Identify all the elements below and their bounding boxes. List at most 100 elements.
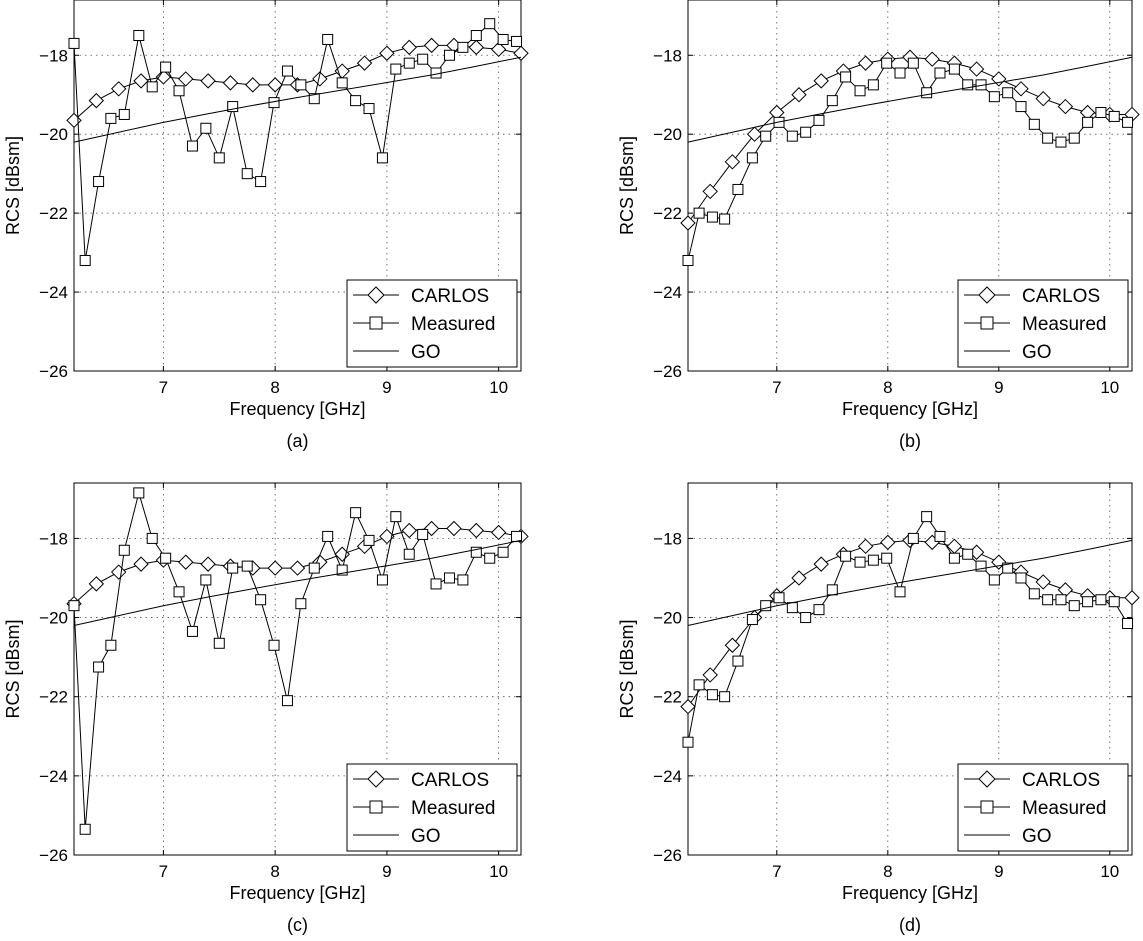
data-point-carlos xyxy=(724,154,741,170)
y-tick-label: −22 xyxy=(653,688,682,707)
data-point-measured xyxy=(200,574,212,586)
data-point-measured xyxy=(1068,600,1080,612)
series-line-go xyxy=(73,56,522,143)
data-point-measured xyxy=(1028,118,1040,130)
data-point-measured xyxy=(295,598,307,610)
data-point-measured xyxy=(1108,110,1120,122)
data-point-measured xyxy=(390,63,402,75)
data-point-measured xyxy=(867,79,879,91)
data-point-measured xyxy=(470,30,482,42)
data-point-carlos xyxy=(857,538,874,555)
data-point-measured xyxy=(1042,132,1054,144)
data-point-measured xyxy=(813,604,825,616)
data-point-carlos xyxy=(490,524,507,541)
x-tick-label: 7 xyxy=(159,862,168,881)
y-tick-label: −20 xyxy=(653,609,682,628)
data-point-measured xyxy=(706,689,718,701)
data-point-measured xyxy=(962,79,974,91)
x-axis-label: Frequency [GHz] xyxy=(842,399,978,419)
plot-frame xyxy=(687,482,1133,856)
data-point-measured xyxy=(376,152,388,164)
data-point-measured xyxy=(336,564,348,576)
data-point-measured xyxy=(133,487,145,499)
data-point-measured xyxy=(682,254,694,266)
data-point-carlos xyxy=(791,87,807,103)
data-point-carlos xyxy=(1013,81,1029,97)
data-point-measured xyxy=(1028,588,1040,600)
data-point-measured xyxy=(93,176,105,188)
data-point-measured xyxy=(894,586,906,598)
data-point-measured xyxy=(68,600,80,612)
legend-marker-measured xyxy=(369,316,383,330)
data-point-measured xyxy=(322,33,334,45)
panel-caption: (d) xyxy=(899,915,921,935)
legend-label-carlos: CARLOS xyxy=(1022,770,1100,791)
data-point-measured xyxy=(363,103,375,115)
data-point-measured xyxy=(457,574,469,586)
y-tick-label: −18 xyxy=(653,529,682,548)
legend-label-go: GO xyxy=(1022,826,1052,847)
data-point-measured xyxy=(322,530,334,542)
y-tick-label: −24 xyxy=(39,767,68,786)
y-axis-label: RCS [dBsm] xyxy=(3,619,23,718)
data-point-measured xyxy=(854,85,866,97)
data-point-carlos xyxy=(379,45,395,61)
x-axis-label: Frequency [GHz] xyxy=(842,883,978,903)
data-point-measured xyxy=(921,511,933,523)
x-axis-label: Frequency [GHz] xyxy=(229,883,365,903)
data-point-carlos xyxy=(267,560,283,576)
data-point-carlos xyxy=(178,554,194,570)
x-tick-label: 9 xyxy=(994,862,1003,881)
data-point-measured xyxy=(988,574,1000,586)
data-point-carlos xyxy=(88,576,105,592)
data-point-measured xyxy=(826,95,838,107)
data-point-carlos xyxy=(133,556,149,572)
data-point-measured xyxy=(1015,572,1027,584)
data-point-carlos xyxy=(446,520,462,537)
data-point-measured xyxy=(403,57,415,69)
legend-label-go: GO xyxy=(411,342,441,363)
data-point-measured xyxy=(255,594,267,606)
data-point-carlos xyxy=(178,71,194,87)
legend-marker-measured xyxy=(980,800,994,814)
data-point-measured xyxy=(1042,594,1054,606)
data-point-measured xyxy=(867,554,879,566)
data-point-measured xyxy=(241,168,253,180)
data-point-measured xyxy=(281,695,293,707)
y-tick-label: −24 xyxy=(653,767,682,786)
data-point-carlos xyxy=(968,61,985,77)
data-point-measured xyxy=(1015,101,1027,113)
data-point-carlos xyxy=(924,51,940,67)
data-point-carlos xyxy=(1057,98,1074,115)
data-point-carlos xyxy=(155,69,172,85)
data-point-measured xyxy=(133,30,145,42)
data-point-measured xyxy=(682,736,694,748)
data-point-measured xyxy=(1122,617,1134,629)
y-tick-label: −22 xyxy=(39,688,68,707)
data-point-measured xyxy=(800,612,812,624)
data-point-measured xyxy=(511,530,523,542)
data-point-measured xyxy=(693,207,705,219)
legend-marker-carlos xyxy=(978,770,996,788)
data-point-measured xyxy=(336,77,348,89)
data-point-carlos xyxy=(379,528,395,545)
data-point-measured xyxy=(93,661,105,673)
y-axis-label: RCS [dBsm] xyxy=(3,136,23,235)
data-point-measured xyxy=(281,65,293,77)
data-point-measured xyxy=(746,614,758,626)
y-tick-label: −18 xyxy=(39,529,68,548)
data-point-measured xyxy=(773,592,785,604)
data-point-measured xyxy=(350,95,362,107)
data-point-carlos xyxy=(200,73,216,89)
data-point-measured xyxy=(881,552,893,564)
data-point-measured xyxy=(146,532,158,544)
data-point-carlos xyxy=(813,73,829,89)
data-point-measured xyxy=(760,130,772,142)
data-point-measured xyxy=(484,552,496,564)
data-point-measured xyxy=(118,544,130,556)
x-tick-label: 9 xyxy=(382,862,391,881)
data-point-carlos xyxy=(1124,590,1140,606)
data-point-measured xyxy=(800,126,812,138)
data-point-measured xyxy=(706,211,718,223)
